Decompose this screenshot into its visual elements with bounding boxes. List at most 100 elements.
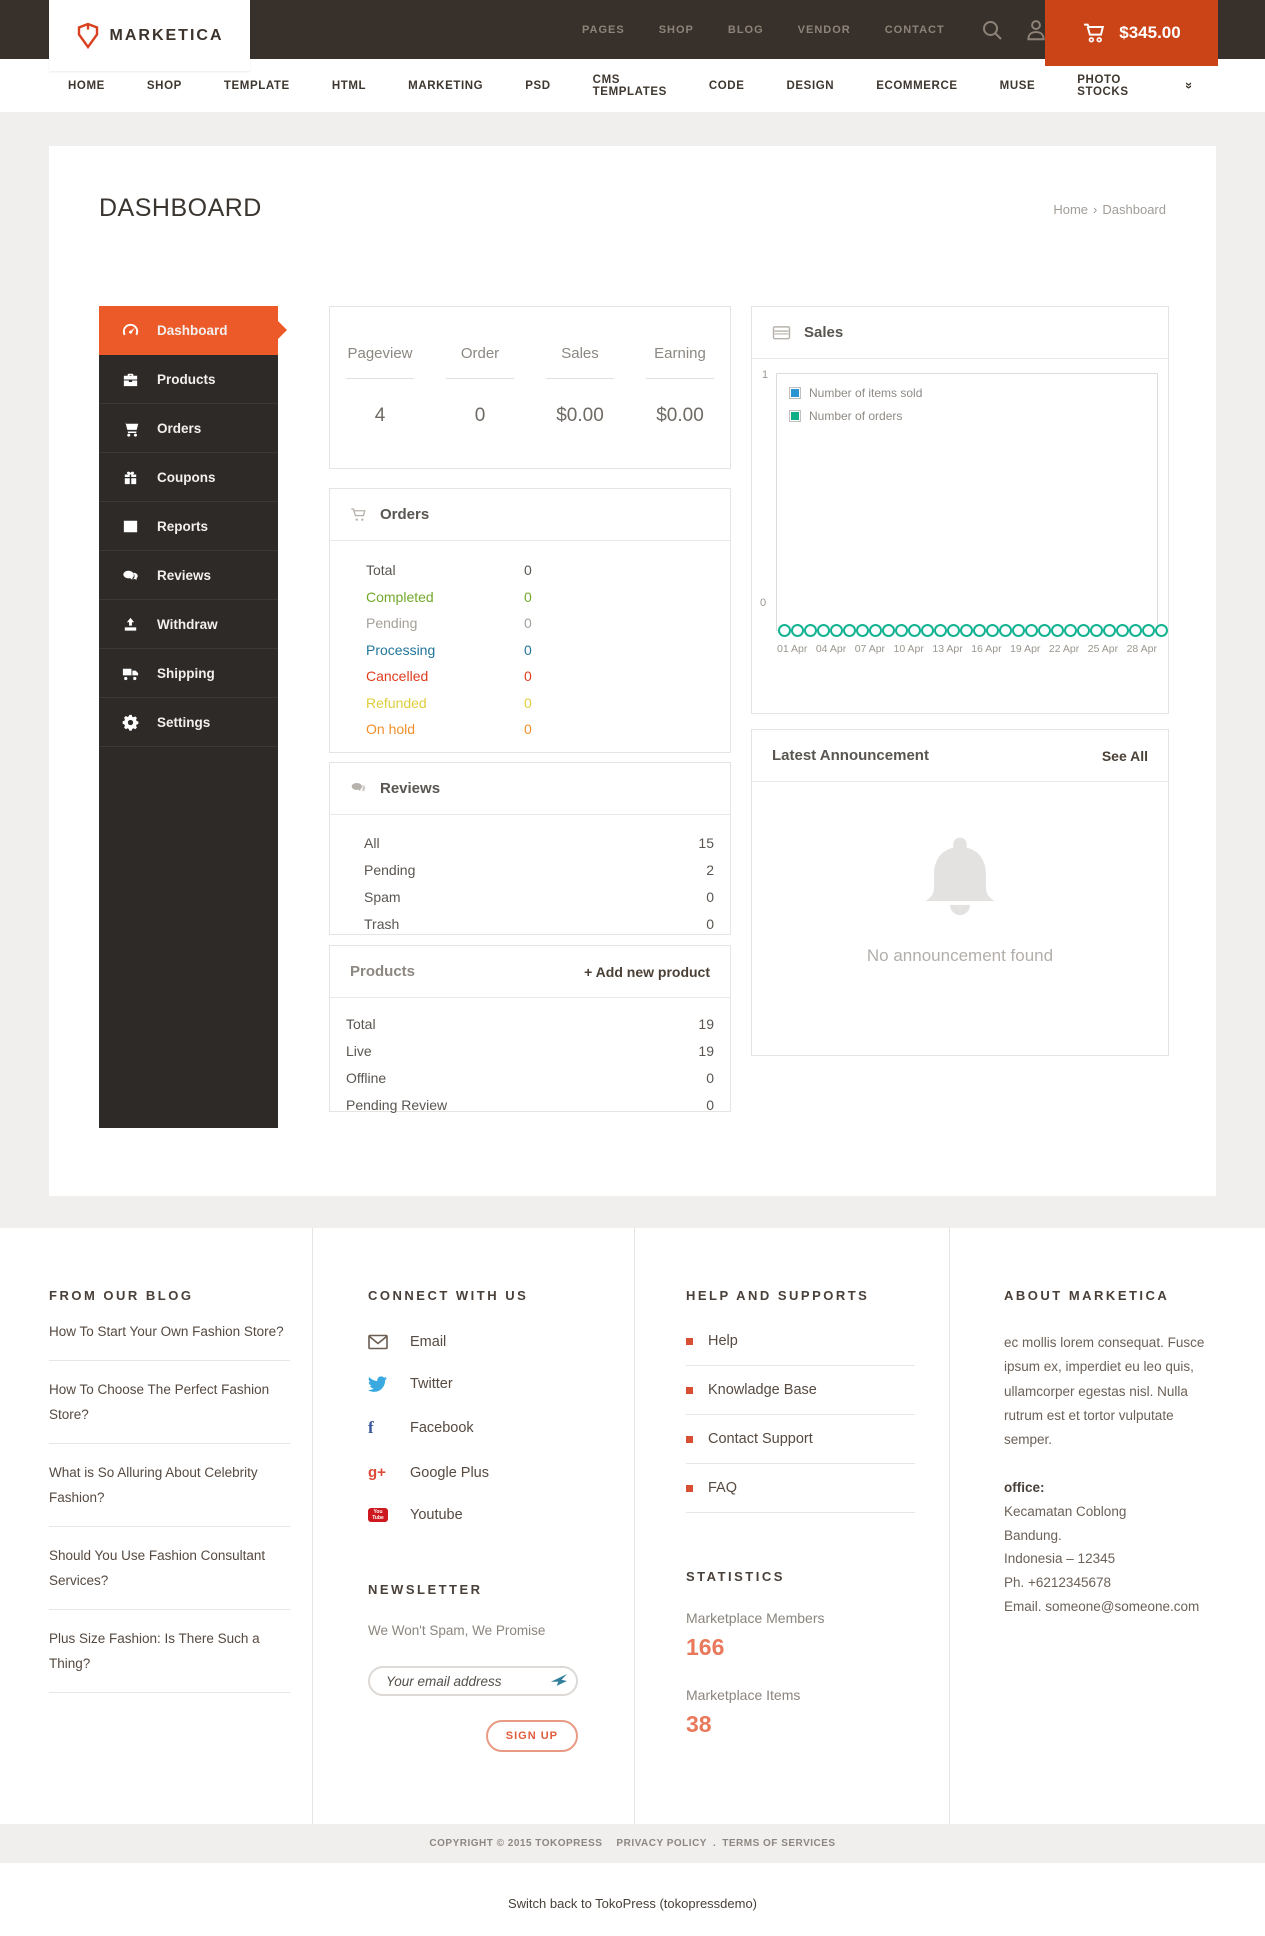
nav-ecommerce[interactable]: ECOMMERCE (876, 79, 958, 92)
order-status-link[interactable]: Pending (366, 615, 418, 632)
office-line: Ph. +6212345678 (1004, 1574, 1111, 1590)
sidebar-item-dashboard[interactable]: Dashboard (99, 306, 287, 355)
order-status-row: Total 0 (366, 557, 730, 584)
google-plus-icon: g+ (368, 1464, 386, 1481)
help-link-knowledge-base[interactable]: Knowladge Base (686, 1366, 915, 1415)
top-nav-contact[interactable]: CONTACT (884, 23, 945, 36)
sidebar-item-reports[interactable]: Reports (99, 502, 278, 551)
nav-muse[interactable]: MUSE (999, 79, 1036, 92)
stat-label: Earning (654, 345, 706, 362)
terms-link[interactable]: TERMS OF SERVICES (722, 1838, 836, 1849)
blog-post-link[interactable]: What is So Alluring About Celebrity Fash… (49, 1464, 258, 1505)
order-status-link[interactable]: Total (366, 562, 396, 579)
data-point-marker (1142, 624, 1155, 637)
chevron-down-icon[interactable]: » (1181, 81, 1197, 90)
logo[interactable]: MARKETICA (49, 0, 250, 71)
breadcrumb: Home › Dashboard (1053, 202, 1166, 217)
see-all-link[interactable]: See All (1101, 747, 1148, 764)
blog-post-link[interactable]: Plus Size Fashion: Is There Such a Thing… (49, 1630, 260, 1671)
nav-psd[interactable]: PSD (525, 79, 551, 92)
sidebar-item-products[interactable]: Products (99, 355, 278, 404)
top-nav-pages[interactable]: PAGES (582, 23, 625, 36)
help-link-faq[interactable]: FAQ (686, 1464, 915, 1513)
top-nav-shop[interactable]: SHOP (658, 23, 694, 36)
breadcrumb-home[interactable]: Home (1053, 202, 1089, 217)
dashboard-icon (121, 321, 140, 340)
sidebar-item-shipping[interactable]: Shipping (99, 649, 278, 698)
stat-earning: Earning $0.00 (630, 307, 730, 468)
x-axis-labels: 01 Apr 04 Apr 07 Apr 10 Apr 13 Apr 16 Apr 19 A… (776, 643, 1158, 655)
user-account-icon[interactable] (1025, 18, 1047, 42)
product-filter-link[interactable]: Offline (346, 1069, 387, 1086)
stat-order: Order 0 (430, 307, 530, 468)
breadcrumb-current: Dashboard (1102, 202, 1166, 217)
help-link-help[interactable]: Help (686, 1317, 915, 1366)
order-status-link[interactable]: Completed (366, 588, 434, 605)
nav-home[interactable]: HOME (68, 79, 105, 92)
social-link-google-plus[interactable]: g+ Google Plus (368, 1451, 600, 1494)
blog-post-link[interactable]: Should You Use Fashion Consultant Servic… (49, 1547, 266, 1588)
help-link-contact-support[interactable]: Contact Support (686, 1415, 915, 1464)
product-filter-link[interactable]: Live (346, 1042, 372, 1059)
social-label: Facebook (410, 1420, 474, 1436)
review-filter-link[interactable]: All (364, 834, 380, 851)
order-status-link[interactable]: On hold (366, 721, 416, 738)
nav-shop[interactable]: SHOP (146, 79, 182, 92)
sidebar-item-coupons[interactable]: Coupons (99, 453, 278, 502)
sidebar-item-label: Settings (157, 714, 211, 730)
order-status-count: 0 (524, 615, 532, 632)
blog-post-link[interactable]: How To Start Your Own Fashion Store? (49, 1324, 284, 1339)
product-filter-link[interactable]: Pending Review (346, 1096, 448, 1113)
nav-marketing[interactable]: MARKETING (408, 79, 484, 92)
review-row: All 15 (364, 829, 714, 856)
x-axis-tick-label: 28 Apr (1126, 643, 1157, 655)
social-link-facebook[interactable]: f Facebook (368, 1405, 600, 1451)
product-filter-link[interactable]: Total (346, 1015, 376, 1032)
signup-button[interactable]: SIGN UP (485, 1720, 578, 1752)
nav-cms-templates[interactable]: CMS TEMPLATES (592, 73, 667, 98)
nav-html[interactable]: HTML (331, 79, 367, 92)
switch-back-link[interactable]: Switch back to TokoPress (tokopressdemo) (507, 1896, 758, 1911)
nav-design[interactable]: DESIGN (786, 79, 835, 92)
review-count: 0 (706, 915, 714, 932)
social-link-youtube[interactable]: You Tube Youtube (368, 1494, 600, 1536)
paper-plane-icon[interactable] (550, 1673, 568, 1687)
search-icon[interactable] (981, 19, 1003, 41)
footer-connect-column: CONNECT WITH US Email Twitter f Facebook… (312, 1228, 634, 1824)
sidebar-item-orders[interactable]: Orders (99, 404, 278, 453)
order-status-link[interactable]: Cancelled (366, 668, 429, 685)
data-point-marker (947, 624, 960, 637)
panel-title: Sales (804, 324, 844, 341)
blog-post-link[interactable]: How To Choose The Perfect Fashion Store? (49, 1381, 270, 1422)
social-link-twitter[interactable]: Twitter (368, 1363, 600, 1405)
product-count: 0 (706, 1096, 714, 1113)
review-filter-link[interactable]: Trash (364, 915, 400, 932)
order-status-link[interactable]: Refunded (366, 694, 427, 711)
sidebar-item-withdraw[interactable]: Withdraw (99, 600, 278, 649)
email-icon (368, 1334, 390, 1350)
order-status-link[interactable]: Processing (366, 641, 436, 658)
order-status-row: Completed 0 (366, 584, 730, 611)
stat-value: 0 (474, 405, 486, 426)
data-point-marker (1155, 624, 1168, 637)
social-link-email[interactable]: Email (368, 1321, 600, 1363)
sidebar-item-settings[interactable]: Settings (99, 698, 278, 747)
stat-value: $0.00 (556, 405, 604, 426)
top-nav-blog[interactable]: BLOG (727, 23, 764, 36)
review-filter-link[interactable]: Spam (364, 888, 401, 905)
nav-template[interactable]: TEMPLATE (223, 79, 290, 92)
newsletter-email-input[interactable] (368, 1666, 578, 1696)
breadcrumb-separator: › (1093, 202, 1098, 217)
legend-label: Number of orders (809, 409, 903, 423)
review-filter-link[interactable]: Pending (364, 861, 416, 878)
office-line: Bandung. (1004, 1527, 1062, 1543)
panel-title: Products (350, 963, 416, 980)
cart-button[interactable]: $345.00 (1045, 0, 1218, 66)
add-new-product-link[interactable]: + Add new product (584, 963, 710, 980)
sidebar-item-reviews[interactable]: Reviews (99, 551, 278, 600)
sidebar-item-label: Products (157, 371, 216, 387)
privacy-policy-link[interactable]: PRIVACY POLICY (616, 1838, 707, 1849)
nav-code[interactable]: CODE (708, 79, 745, 92)
nav-photo-stocks[interactable]: PHOTO STOCKS (1077, 73, 1129, 98)
top-nav-vendor[interactable]: VENDOR (797, 23, 851, 36)
